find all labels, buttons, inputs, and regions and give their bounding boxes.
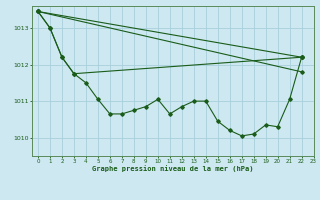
X-axis label: Graphe pression niveau de la mer (hPa): Graphe pression niveau de la mer (hPa) — [92, 165, 253, 172]
